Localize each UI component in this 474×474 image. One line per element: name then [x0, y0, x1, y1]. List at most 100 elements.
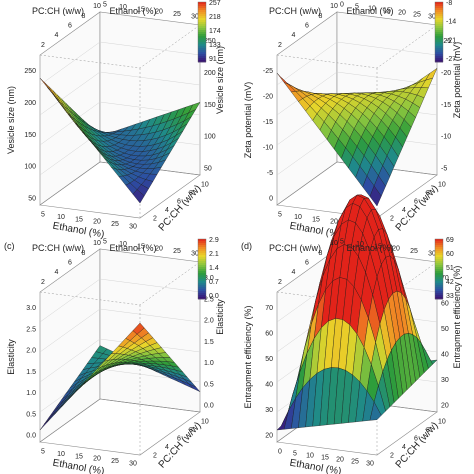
- colorbar-band: [198, 265, 206, 268]
- colorbar-band: [435, 30, 443, 33]
- colorbar-band: [198, 38, 206, 41]
- z-tick-label: 150: [24, 132, 36, 139]
- colorbar-band: [435, 257, 443, 260]
- x-tick-label: 5: [293, 451, 297, 458]
- z-right-tick-label: 1.0: [204, 360, 214, 367]
- colorbar-band: [435, 38, 443, 41]
- colorbar-band: [198, 12, 206, 15]
- z-right-tick-label: 50: [441, 326, 449, 333]
- colorbar-band: [198, 46, 206, 49]
- colorbar-band: [198, 16, 206, 19]
- colorbar-band: [435, 251, 443, 254]
- x-axis-title: Ethanol (%): [289, 458, 342, 474]
- z-right-tick-label: 200: [204, 70, 216, 77]
- top-y-tick-label: 2: [278, 279, 282, 286]
- back-wall-right: [99, 248, 201, 413]
- colorbar-band: [198, 295, 206, 298]
- colorbar-band: [435, 60, 443, 63]
- z-tick-label: 30: [265, 407, 273, 414]
- x-tick-label: 10: [306, 453, 314, 460]
- top-y-tick-label: 10: [93, 240, 101, 247]
- colorbar-band: [198, 263, 206, 266]
- top-x-tick-label: 25: [173, 11, 181, 18]
- colorbar-tick-label: 2.1: [209, 251, 219, 258]
- colorbar-band: [435, 10, 443, 13]
- colorbar-tick-label: 33: [446, 293, 454, 300]
- colorbar-band: [198, 40, 206, 43]
- panel-label: (c): [4, 241, 15, 251]
- top-edge: [39, 24, 201, 69]
- z-tick-label: -25: [263, 68, 273, 75]
- colorbar-band: [435, 8, 443, 11]
- y-tick-label: 8: [426, 427, 430, 434]
- top-x-tick-label: 10: [119, 241, 127, 248]
- colorbar-band: [435, 279, 443, 282]
- colorbar-tick-label: 51: [446, 265, 454, 272]
- colorbar-band: [198, 239, 206, 242]
- colorbar-band: [198, 247, 206, 250]
- z-tick-label: 0: [269, 196, 273, 203]
- x-tick-label: 30: [366, 460, 374, 467]
- colorbar-band: [435, 271, 443, 274]
- top-y-tick-label: 6: [305, 260, 309, 267]
- colorbar-band: [435, 36, 443, 39]
- floor: [39, 161, 201, 219]
- colorbar-band: [198, 271, 206, 274]
- colorbar-band: [435, 6, 443, 9]
- top-x-tick-label: 10: [119, 4, 127, 11]
- colorbar-tick-label: -8: [446, 0, 452, 7]
- y-tick-label: 8: [426, 190, 430, 197]
- z-tick-label: 50: [28, 196, 36, 203]
- top-edge: [39, 261, 201, 306]
- x-tick-label: 5: [41, 212, 45, 219]
- colorbar-band: [198, 275, 206, 278]
- colorbar-band: [198, 269, 206, 272]
- colorbar-band: [435, 245, 443, 248]
- y-tick-label: 6: [414, 199, 418, 206]
- colorbar-tick-label: 0.0: [209, 293, 219, 300]
- z-axis-title: Entrapment efficiency (%): [243, 306, 253, 409]
- colorbar-band: [435, 293, 443, 296]
- top-y-tick-label: 4: [55, 32, 59, 39]
- colorbar-band: [198, 255, 206, 258]
- x-tick-label: 20: [336, 456, 344, 463]
- y-tick-label: 4: [165, 207, 169, 214]
- colorbar-band: [435, 44, 443, 47]
- top-x-tick-label: 30: [191, 250, 199, 257]
- grid-line: [39, 338, 201, 383]
- colorbar-band: [435, 263, 443, 266]
- colorbar-band: [198, 56, 206, 59]
- colorbar-tick-label: 0.7: [209, 279, 219, 286]
- top-x-tick-label: 10: [356, 241, 364, 248]
- x-tick-label: 25: [111, 221, 119, 228]
- colorbar-band: [435, 28, 443, 31]
- colorbar-band: [435, 241, 443, 244]
- colorbar-tick-label: 2.9: [209, 237, 219, 244]
- colorbar: 2.9 2.1 1.4 0.7 0.0: [197, 237, 219, 300]
- colorbar-band: [198, 60, 206, 63]
- colorbar-band: [198, 249, 206, 252]
- colorbar-band: [198, 4, 206, 7]
- colorbar-band: [435, 50, 443, 53]
- colorbar-band: [435, 283, 443, 286]
- colorbar-band: [435, 277, 443, 280]
- y-tick-label: 10: [438, 181, 446, 188]
- top-x-axis-title: Ethanol (%): [109, 6, 156, 16]
- top-x-tick-label: 20: [155, 9, 163, 16]
- colorbar-band: [198, 36, 206, 39]
- z-right-tick-label: 100: [204, 134, 216, 141]
- y-tick-label: 2: [390, 216, 394, 223]
- colorbar-band: [198, 30, 206, 33]
- colorbar-band: [435, 281, 443, 284]
- x-tick-label: 15: [75, 216, 83, 223]
- z-right-tick-label: 2.0: [204, 318, 214, 325]
- colorbar-band: [198, 22, 206, 25]
- colorbar-band: [198, 42, 206, 45]
- y-tick-label: 4: [402, 444, 406, 451]
- grid-line: [39, 278, 201, 323]
- panel-label: (d): [241, 241, 252, 251]
- colorbar-frame: [434, 238, 444, 300]
- colorbar-tick-label: 257: [209, 0, 221, 7]
- y-axis-title: PC:CH (w/w): [394, 420, 441, 470]
- z-tick-label: 2.5: [26, 326, 36, 333]
